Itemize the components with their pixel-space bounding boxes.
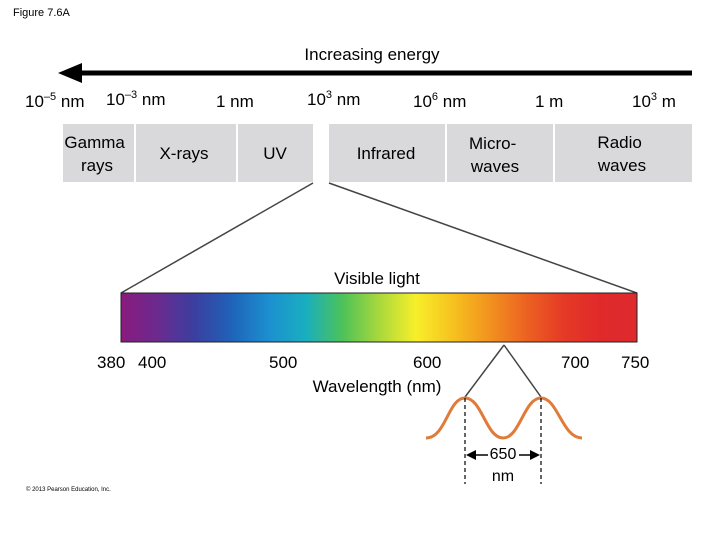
wavelength-axis-label: Wavelength (nm) xyxy=(313,377,442,396)
zoom-line-right xyxy=(328,182,638,294)
visible-light-label: Visible light xyxy=(334,269,420,288)
callout-line-right xyxy=(503,344,542,398)
energy-arrow-head xyxy=(58,63,82,83)
scale-tick-label: 1 nm xyxy=(216,92,254,111)
scale-tick-label: 10–5 nm xyxy=(25,91,85,111)
callout-line-left xyxy=(464,344,505,398)
scale-tick-label: 103 m xyxy=(632,91,676,111)
wavelength-tick-label: 600 xyxy=(413,353,441,372)
region-xray-label: X-rays xyxy=(159,144,208,163)
spectrum-band xyxy=(63,124,692,182)
copyright-notice: © 2013 Pearson Education, Inc. xyxy=(26,486,111,493)
wavelength-tick-label: 700 xyxy=(561,353,589,372)
wavelength-wave xyxy=(425,396,583,440)
wavelength-tick-label: 750 xyxy=(621,353,649,372)
region-radio-label: Radio waves xyxy=(597,133,647,175)
region-microwave-label: Micro- waves xyxy=(469,134,521,176)
wave-unit-label: nm xyxy=(492,468,514,485)
wavelength-tick-label: 400 xyxy=(138,353,166,372)
wave-value-label: 650 xyxy=(490,446,517,463)
energy-label: Increasing energy xyxy=(304,45,440,64)
region-infrared-label: Infrared xyxy=(357,144,416,163)
figure-label: Figure 7.6A xyxy=(13,7,71,19)
wavelength-arrow-left-head xyxy=(466,450,476,460)
wavelength-arrow-right-head xyxy=(530,450,540,460)
region-gamma-label: Gamma rays xyxy=(64,133,129,175)
scale-tick-label: 106 nm xyxy=(413,91,466,111)
scale-tick-label: 103 nm xyxy=(307,89,360,109)
scale-tick-label: 10–3 nm xyxy=(106,89,166,109)
wavelength-tick-label: 500 xyxy=(269,353,297,372)
region-uv-label: UV xyxy=(263,144,287,163)
wavelength-tick-label: 380 xyxy=(97,353,125,372)
visible-spectrum-bar xyxy=(120,292,638,343)
scale-tick-label: 1 m xyxy=(535,92,563,111)
visible-slot xyxy=(313,124,329,182)
zoom-line-left xyxy=(120,182,314,294)
